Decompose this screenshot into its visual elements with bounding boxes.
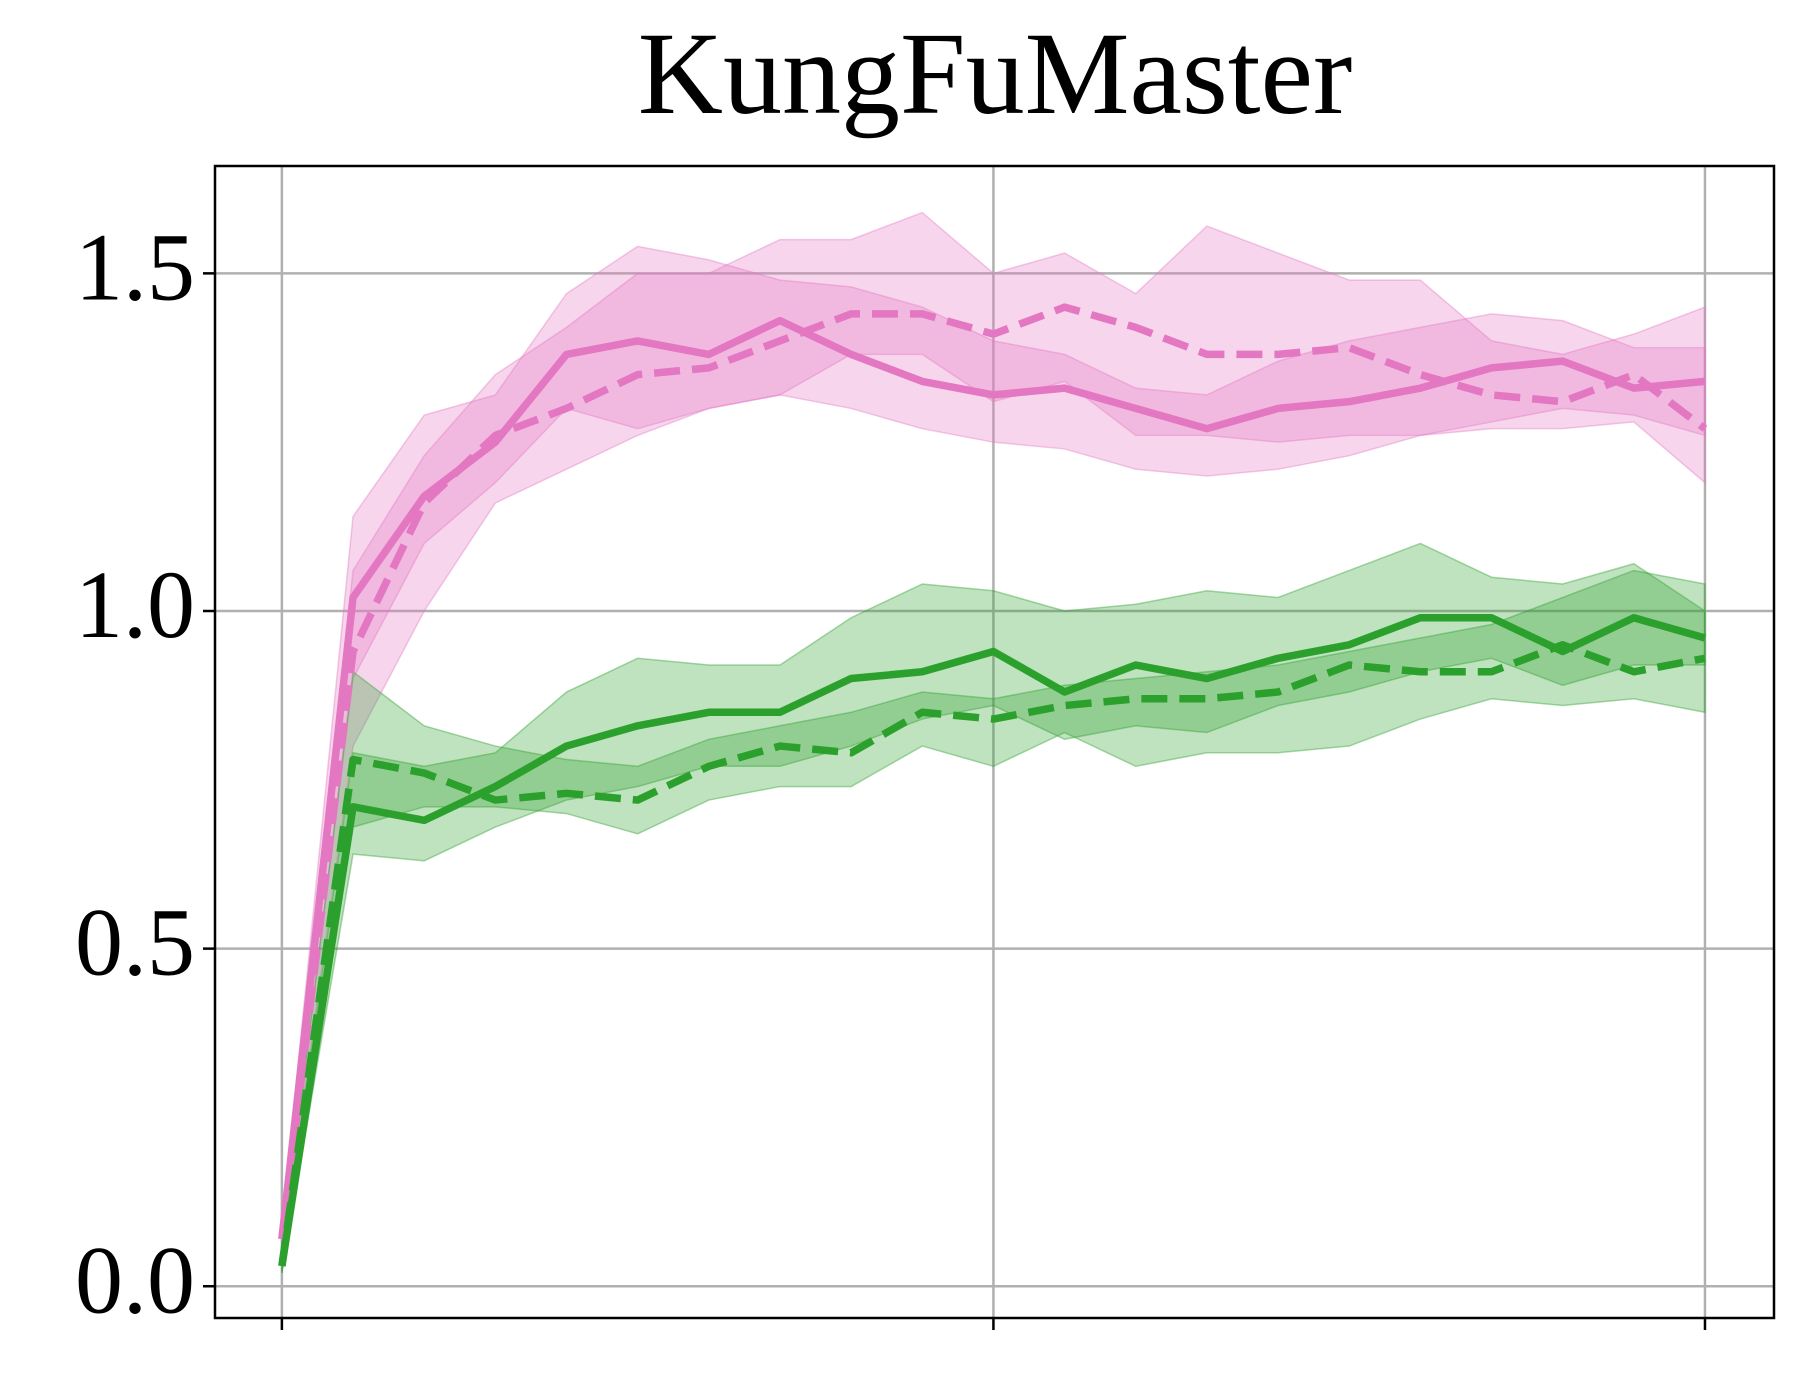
y-tick-label: 1.5: [75, 213, 195, 320]
series-line: [278, 641, 1706, 1267]
series-line: [278, 614, 1707, 1267]
series-line: [278, 316, 1706, 1240]
confidence-band: [281, 245, 1706, 1253]
chart-title: KungFuMaster: [638, 8, 1353, 139]
confidence-band: [281, 569, 1706, 1273]
y-tick-label: 1.0: [75, 551, 195, 658]
y-tick-label: 0.0: [75, 1226, 195, 1333]
series-line: [278, 303, 1708, 1240]
confidence-band: [281, 211, 1706, 1253]
y-tick-label: 0.5: [75, 889, 195, 996]
plot-frame: [213, 164, 1776, 1320]
